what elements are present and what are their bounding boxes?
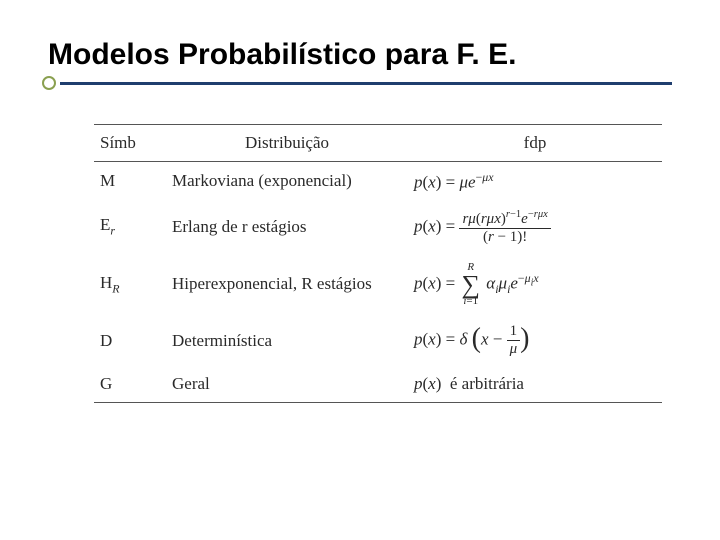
cell-symbol: D xyxy=(94,315,166,366)
cell-symbol: HR xyxy=(94,254,166,315)
table-row: M Markoviana (exponencial) p(x) = μe−μx xyxy=(94,162,662,201)
pdf-prefix: p xyxy=(414,374,423,393)
cell-symbol: M xyxy=(94,162,166,201)
table-row: HR Hiperexponencial, R estágios p(x) = R… xyxy=(94,254,662,315)
cell-pdf: p(x) = rμ(rμx)r−1e−rμx (r − 1)! xyxy=(408,201,662,254)
slide: Modelos Probabilístico para F. E. Símb D… xyxy=(0,0,720,540)
pdf-suffix: é arbitrária xyxy=(450,374,524,393)
cell-symbol: G xyxy=(94,366,166,403)
cell-symbol: Er xyxy=(94,201,166,254)
symbol-base: H xyxy=(100,273,112,292)
symbol-sub: r xyxy=(110,224,115,238)
distributions-table: Símb Distribuição fdp M Markoviana (expo… xyxy=(94,124,662,403)
cell-distribution: Geral xyxy=(166,366,408,403)
slide-title: Modelos Probabilístico para F. E. xyxy=(48,38,516,72)
distributions-table-wrap: Símb Distribuição fdp M Markoviana (expo… xyxy=(94,124,662,403)
col-distribution-header: Distribuição xyxy=(166,125,408,162)
col-pdf-header: fdp xyxy=(408,125,662,162)
title-underline xyxy=(60,82,672,85)
table-row: G Geral p(x) é arbitrária xyxy=(94,366,662,403)
table-row: D Determinística p(x) = δ (x − 1 μ ) xyxy=(94,315,662,366)
cell-distribution: Erlang de r estágios xyxy=(166,201,408,254)
cell-distribution: Determinística xyxy=(166,315,408,366)
cell-pdf: p(x) = R ∑ i=1 αiμie−μix xyxy=(408,254,662,315)
table-row: Er Erlang de r estágios p(x) = rμ(rμx)r−… xyxy=(94,201,662,254)
title-block: Modelos Probabilístico para F. E. xyxy=(48,38,672,78)
cell-pdf: p(x) = δ (x − 1 μ ) xyxy=(408,315,662,366)
table-header-row: Símb Distribuição fdp xyxy=(94,125,662,162)
cell-pdf: p(x) é arbitrária xyxy=(408,366,662,403)
title-underline-row xyxy=(42,76,672,90)
symbol-base: E xyxy=(100,215,110,234)
cell-pdf: p(x) = μe−μx xyxy=(408,162,662,201)
bullet-icon xyxy=(42,76,56,90)
cell-distribution: Hiperexponencial, R estágios xyxy=(166,254,408,315)
col-symbol-header: Símb xyxy=(94,125,166,162)
symbol-sub: R xyxy=(112,281,119,295)
cell-distribution: Markoviana (exponencial) xyxy=(166,162,408,201)
